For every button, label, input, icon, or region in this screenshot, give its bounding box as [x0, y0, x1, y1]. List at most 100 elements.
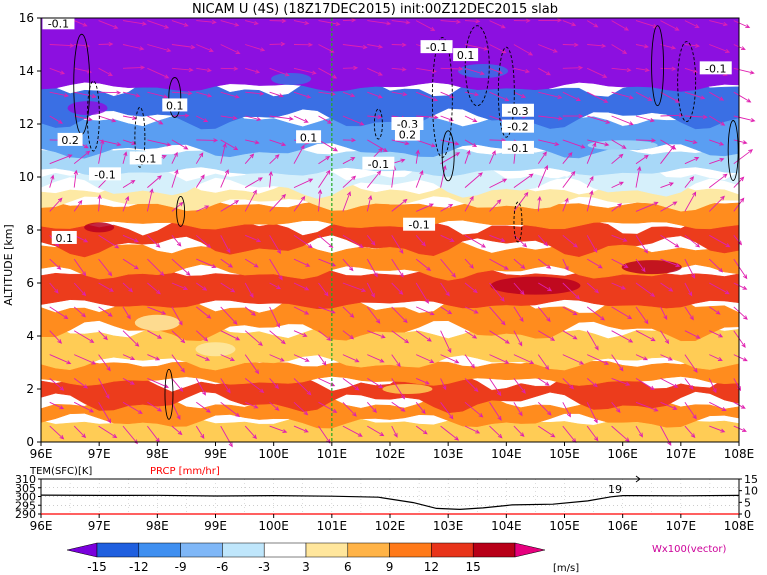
wind-vector	[709, 425, 726, 433]
wind-vector	[171, 113, 190, 118]
x-tick-label: 104E	[491, 447, 522, 461]
wind-vector	[684, 191, 697, 212]
wind-vector	[171, 354, 185, 373]
wind-vector	[122, 378, 135, 385]
wind-vector	[367, 139, 388, 152]
wind-vector	[489, 354, 510, 364]
wind-vector	[318, 354, 327, 366]
wind-vector	[293, 144, 305, 164]
contour-line	[497, 46, 515, 138]
contour-label-box	[88, 167, 121, 181]
wind-vector	[366, 235, 376, 246]
y-tick-label: 300	[15, 491, 36, 504]
wind-vector	[708, 195, 725, 212]
wind-vector	[293, 282, 310, 291]
wind-vector	[171, 44, 196, 50]
wind-vector	[391, 282, 404, 295]
wind-vector	[147, 139, 172, 147]
wind-vector	[684, 402, 697, 420]
colorbar-tick-label: -6	[216, 560, 228, 574]
wind-vector	[342, 175, 357, 188]
wind-vector	[562, 197, 569, 212]
wind-vector	[318, 282, 329, 297]
wind-vector	[562, 91, 582, 101]
contour-label-box	[699, 61, 732, 75]
wind-vector	[709, 44, 731, 53]
colorbar-tick-label: 9	[386, 560, 394, 574]
wind-vector	[293, 178, 314, 189]
wind-vector	[98, 258, 113, 277]
wind-vector	[733, 282, 748, 290]
wind-vector	[611, 330, 634, 343]
wind-vector	[684, 282, 693, 297]
y-tick-label: 14	[19, 64, 34, 78]
wind-vector	[635, 235, 648, 254]
colorbar-unit: [m/s]	[553, 563, 579, 574]
contour-label-box	[42, 16, 75, 30]
wind-vector	[709, 91, 725, 101]
wind-vector	[391, 306, 408, 324]
wind-vector	[98, 330, 108, 341]
wind-vector	[195, 330, 209, 342]
wind-vector	[513, 402, 523, 417]
colorbar: -15 -12 -9 -6 -3 3 6 9 12 15 [m/s]	[66, 542, 579, 574]
wind-vector	[415, 258, 432, 272]
wind-vector	[171, 169, 179, 188]
wind-vector	[342, 401, 357, 417]
wind-vector	[489, 44, 507, 54]
wind-vector	[586, 91, 609, 103]
wind-vector	[684, 139, 698, 145]
wind-vector	[269, 154, 280, 165]
wind-vector	[538, 67, 551, 76]
wind-vector	[611, 354, 624, 372]
wind-vector	[49, 174, 55, 188]
wind-vector	[171, 91, 193, 96]
x-tick-label: 99E	[204, 447, 227, 461]
wind-vector	[415, 20, 436, 31]
wind-vector	[196, 401, 211, 413]
wind-vector	[147, 354, 161, 361]
wind-vector	[660, 234, 680, 248]
wind-vector	[269, 330, 286, 345]
wind-vector	[122, 195, 130, 212]
contour-label-box	[501, 103, 534, 117]
wind-vector	[513, 67, 531, 74]
wind-vector	[220, 200, 240, 212]
wind-vector	[562, 170, 576, 188]
wind-vector	[464, 425, 481, 434]
contour-label-box	[51, 230, 77, 244]
wind-vector	[244, 306, 256, 316]
wind-vector	[244, 153, 255, 164]
y-tick-label: 295	[15, 499, 36, 512]
colorbar-box	[347, 542, 390, 558]
wind-vector	[391, 91, 408, 97]
x-tick-label: 96E	[30, 519, 53, 533]
wind-patch	[382, 384, 433, 394]
wind-vector	[440, 402, 454, 420]
contour-label-box	[420, 40, 453, 54]
wind-vector	[684, 67, 699, 74]
wind-vector	[513, 18, 531, 23]
contour-label-box	[501, 140, 534, 154]
x-tick-label: 99E	[204, 519, 227, 533]
wind-vector	[318, 401, 338, 413]
colorbar-box	[180, 542, 223, 558]
wind-vector	[440, 91, 455, 99]
contour-label-box	[296, 130, 322, 144]
wind-vector	[244, 354, 260, 375]
wind-vector	[635, 154, 649, 165]
wind-vector	[635, 201, 659, 212]
contour-label-box	[501, 119, 534, 133]
wind-vector	[342, 44, 368, 50]
wind-vector	[366, 401, 377, 413]
wind-vector	[366, 194, 373, 212]
wind-vector	[367, 330, 386, 339]
wind-vector	[513, 306, 524, 323]
wind-vector	[147, 115, 164, 125]
contour-line	[164, 368, 174, 420]
wind-vector	[635, 44, 649, 49]
y-tick-label: 8	[26, 223, 34, 237]
wind-vector	[611, 203, 623, 212]
contour-label-box	[391, 117, 424, 130]
contour-label: 0.1	[457, 49, 475, 62]
